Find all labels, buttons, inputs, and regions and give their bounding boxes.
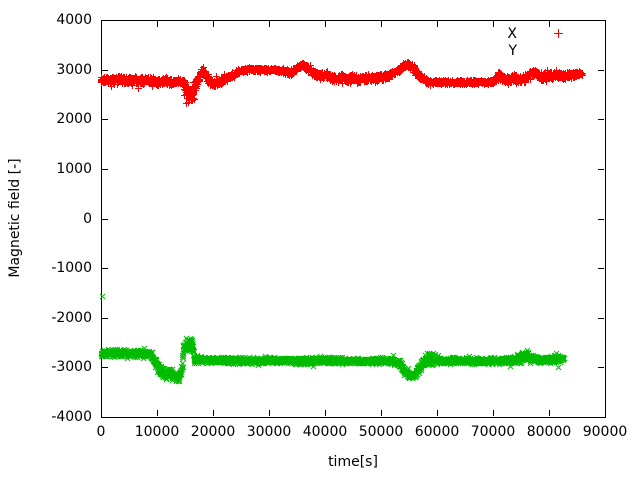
y-tick-label: -4000 bbox=[51, 409, 92, 425]
y-tick-label: -2000 bbox=[51, 309, 92, 326]
x-tick-label: 90000 bbox=[582, 424, 628, 440]
x-tick-label: 50000 bbox=[358, 424, 404, 440]
x-tick-label: 30000 bbox=[246, 424, 292, 440]
x-tick-label: 60000 bbox=[414, 424, 460, 440]
x-tick-label: 70000 bbox=[470, 424, 516, 440]
x-tick-label: 10000 bbox=[134, 424, 180, 440]
x-axis-title: time[s] bbox=[328, 454, 378, 470]
legend-label-x: X bbox=[507, 26, 517, 42]
y-tick-label: 0 bbox=[83, 210, 92, 227]
y-axis-title: Magnetic field [-] bbox=[7, 158, 23, 278]
x-tick-label: 0 bbox=[96, 424, 106, 440]
y-tick-label: 1000 bbox=[56, 160, 92, 177]
y-tick-label: 4000 bbox=[56, 12, 92, 28]
x-tick-label: 20000 bbox=[190, 424, 236, 440]
y-tick-label: -1000 bbox=[51, 260, 92, 277]
y-tick-label: -3000 bbox=[51, 359, 92, 376]
legend-label-y: Y bbox=[508, 43, 517, 59]
x-tick-label: 80000 bbox=[526, 424, 572, 440]
y-tick-label: 2000 bbox=[56, 111, 92, 128]
y-tick-label: 3000 bbox=[56, 61, 92, 78]
x-tick-label: 40000 bbox=[302, 424, 348, 440]
